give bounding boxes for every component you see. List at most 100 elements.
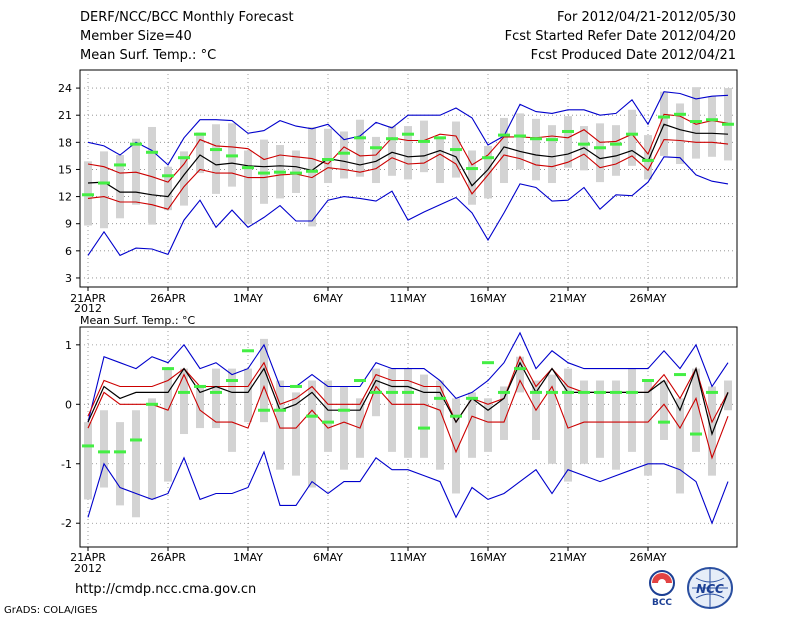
member-range-bar bbox=[516, 113, 524, 170]
y-tick-label: 3 bbox=[65, 272, 72, 285]
member-range-bar bbox=[372, 136, 380, 184]
median-marker bbox=[434, 396, 446, 400]
forecast-period: For 2012/04/21-2012/05/30 bbox=[557, 10, 736, 25]
median-marker bbox=[418, 139, 430, 143]
median-marker bbox=[514, 367, 526, 371]
y-tick-label: 15 bbox=[58, 163, 72, 176]
member-range-bar bbox=[564, 116, 572, 168]
member-range-bar bbox=[468, 392, 476, 458]
median-marker bbox=[722, 122, 734, 126]
median-marker bbox=[226, 154, 238, 158]
member-range-bar bbox=[180, 151, 188, 206]
x-tick-label: 21APR bbox=[70, 292, 106, 305]
series-line-lower bbox=[87, 373, 729, 460]
median-marker bbox=[434, 136, 446, 140]
member-range-bar bbox=[388, 126, 396, 176]
median-marker bbox=[338, 408, 350, 412]
x-tick-label: 26APR bbox=[150, 551, 186, 564]
median-marker bbox=[466, 396, 478, 400]
x-tick-label: 1MAY bbox=[233, 292, 263, 305]
x-tick-label: 26APR bbox=[150, 292, 186, 305]
median-marker bbox=[194, 384, 206, 388]
median-marker bbox=[610, 142, 622, 146]
median-marker bbox=[594, 390, 606, 394]
grads-credit: GrADS: COLA/IGES bbox=[4, 605, 98, 616]
median-marker bbox=[706, 118, 718, 122]
median-marker bbox=[626, 132, 638, 136]
bcc-logo: BCC bbox=[640, 568, 684, 608]
median-marker bbox=[610, 390, 622, 394]
median-marker bbox=[578, 142, 590, 146]
svg-text:NCC: NCC bbox=[696, 582, 724, 596]
median-marker bbox=[306, 414, 318, 418]
y-tick-label: 9 bbox=[65, 218, 72, 231]
median-marker bbox=[82, 444, 94, 448]
member-range-bar bbox=[388, 368, 396, 452]
median-marker bbox=[210, 148, 222, 152]
series-line-max bbox=[87, 91, 729, 166]
median-marker bbox=[242, 166, 254, 170]
member-range-bar bbox=[516, 356, 524, 393]
member-range-bar bbox=[260, 338, 268, 423]
x-year-label: 2012 bbox=[74, 302, 102, 315]
x-tick-label: 26MAY bbox=[630, 551, 667, 564]
median-marker bbox=[402, 390, 414, 394]
series-line-max bbox=[87, 331, 729, 423]
member-range-bar bbox=[212, 368, 220, 429]
member-range-bar bbox=[676, 398, 684, 494]
member-range-bar bbox=[324, 128, 332, 184]
median-marker bbox=[658, 115, 670, 119]
median-marker bbox=[370, 390, 382, 394]
median-marker bbox=[530, 390, 542, 394]
median-marker bbox=[338, 151, 350, 155]
median-marker bbox=[114, 450, 126, 454]
x-tick-label: 1MAY bbox=[233, 551, 263, 564]
y-tick-label: 18 bbox=[58, 136, 72, 149]
member-range-bar bbox=[628, 368, 636, 452]
ncc-logo: NCC bbox=[686, 566, 734, 610]
median-marker bbox=[706, 390, 718, 394]
median-marker bbox=[306, 169, 318, 173]
median-marker bbox=[690, 432, 702, 436]
median-marker bbox=[450, 414, 462, 418]
member-range-bar bbox=[100, 151, 108, 229]
median-marker bbox=[82, 193, 94, 197]
median-marker bbox=[290, 384, 302, 388]
member-range-bar bbox=[436, 380, 444, 470]
forecast-start-date: Fcst Started Refer Date 2012/04/20 bbox=[504, 29, 736, 44]
median-marker bbox=[146, 150, 158, 154]
member-range-bar bbox=[708, 96, 716, 157]
member-range-bar bbox=[340, 131, 348, 179]
member-range-bar bbox=[308, 380, 316, 488]
median-marker bbox=[674, 373, 686, 377]
member-range-bar bbox=[116, 422, 124, 506]
y-tick-label: 21 bbox=[58, 109, 72, 122]
median-marker bbox=[226, 379, 238, 383]
y-tick-label: -1 bbox=[61, 458, 72, 471]
median-marker bbox=[546, 390, 558, 394]
y-tick-label: -2 bbox=[61, 517, 72, 530]
member-range-bar bbox=[708, 386, 716, 476]
series-line-upper bbox=[87, 113, 729, 183]
median-marker bbox=[98, 181, 110, 185]
member-range-bar bbox=[244, 150, 252, 224]
member-range-bar bbox=[436, 137, 444, 184]
x-tick-label: 16MAY bbox=[470, 551, 507, 564]
member-range-bar bbox=[644, 380, 652, 476]
member-range-bar bbox=[324, 380, 332, 452]
chart-title: DERF/NCC/BCC Monthly Forecast bbox=[80, 10, 294, 25]
median-marker bbox=[386, 137, 398, 141]
member-range-bar bbox=[404, 126, 412, 180]
member-range-bar bbox=[404, 368, 412, 458]
median-marker bbox=[130, 142, 142, 146]
source-url[interactable]: http://cmdp.ncc.cma.gov.cn bbox=[75, 582, 257, 597]
median-marker bbox=[466, 167, 478, 171]
median-marker bbox=[562, 390, 574, 394]
median-marker bbox=[194, 132, 206, 136]
series-line-mean bbox=[87, 123, 729, 198]
median-marker bbox=[690, 120, 702, 124]
median-marker bbox=[546, 138, 558, 142]
x-tick-label: 6MAY bbox=[313, 292, 343, 305]
median-marker bbox=[594, 146, 606, 150]
